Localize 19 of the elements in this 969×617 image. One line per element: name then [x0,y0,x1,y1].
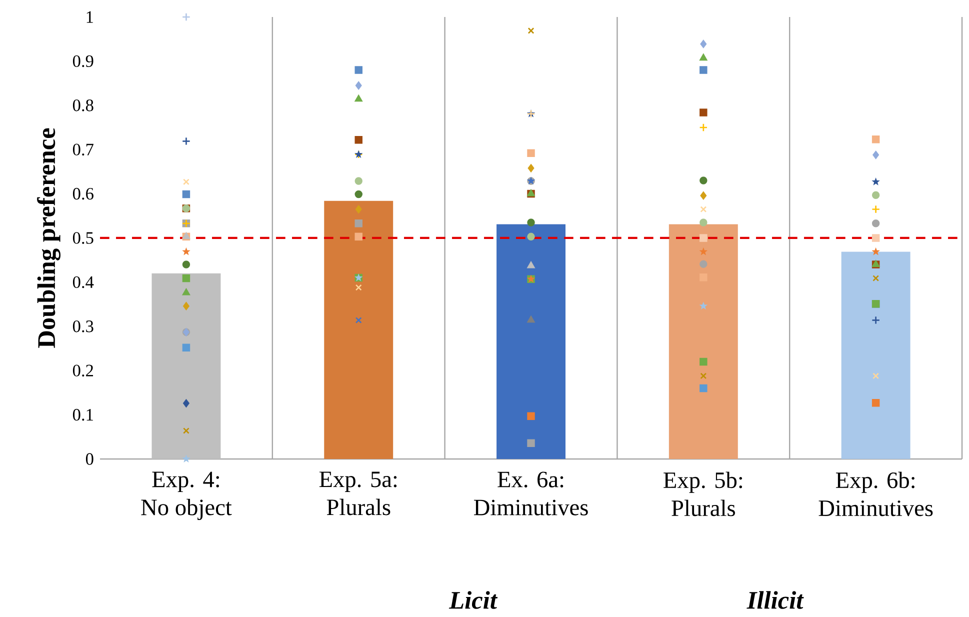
y-tick-label: 1 [86,11,93,23]
x-tick-label: Exp. 5a: Plurals [319,472,397,516]
y-tick-label: 0.3 [72,320,94,332]
x-tick-label: Exp. 4: No object [141,472,232,520]
y-tick-label: 0.7 [72,144,94,156]
y-tick-label: 0.4 [72,276,94,288]
text: Licit [448,591,498,609]
y-tick-label: 0.5 [72,232,94,244]
x-tick-label: Ex. 6a: Diminutives [474,472,588,516]
y-axis-title: Doubling preference [37,128,60,348]
x-tick-label: Exp. 6b: Diminutives [818,472,933,516]
y-tick-label: 0.2 [72,364,94,376]
y-tick-label: 0.6 [72,188,94,200]
text: Illicit [746,591,804,609]
y-tick-label: 0.1 [72,408,93,421]
x-tick-label: Exp. 5b: Plurals [664,472,742,516]
y-tick-label: 0.8 [72,100,94,112]
y-tick-label: 0 [86,453,94,465]
y-tick-label: 0.9 [72,55,94,68]
